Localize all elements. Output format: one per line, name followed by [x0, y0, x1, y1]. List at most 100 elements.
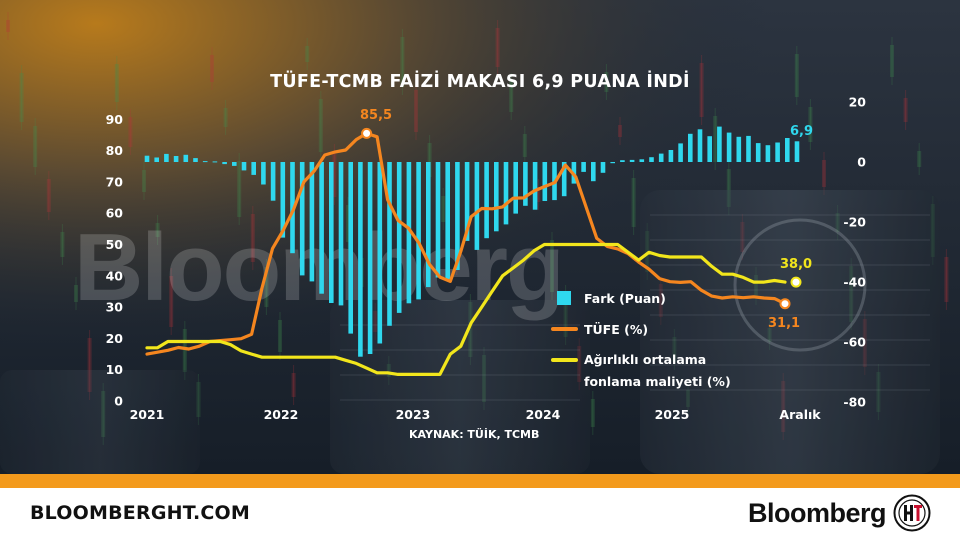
funding-last-marker: [790, 276, 802, 288]
spread-bar: [251, 162, 256, 175]
spread-bar: [212, 161, 218, 163]
spread-bar: [629, 159, 635, 162]
bg-candle: [87, 338, 92, 392]
spread-bar: [290, 162, 295, 254]
spread-bar: [455, 162, 460, 270]
left-tick-label: 20: [106, 331, 124, 346]
x-tick-label: 2022: [264, 407, 299, 422]
spread-bar: [697, 129, 703, 162]
legend-swatch-spread: [557, 291, 571, 305]
bg-candle: [917, 151, 922, 167]
bg-candle: [19, 73, 24, 122]
spread-bar: [532, 162, 538, 210]
spread-bar: [794, 141, 800, 162]
right-tick-label: 0: [857, 155, 866, 170]
chart: 90 80 70 60 50 40 30 20 10 0 20 0 -20 -40 -60 -80 2021…: [106, 95, 867, 423]
spread-bar: [358, 162, 363, 357]
legend-label-funding-2: fonlama maliyeti (%): [584, 374, 731, 389]
spread-bar: [222, 162, 227, 165]
bg-candle: [142, 170, 146, 192]
bg-candle: [441, 196, 446, 222]
spread-bar: [620, 160, 625, 162]
bg-candle: [318, 99, 323, 152]
bg-candle: [46, 179, 51, 212]
footer: BLOOMBERGHT.COM Bloomberg: [0, 488, 960, 540]
spread-bar: [707, 136, 712, 162]
bg-candle: [60, 232, 65, 257]
spread-bar: [319, 162, 324, 294]
spread-bar: [649, 157, 654, 162]
brand-name: Bloomberg: [748, 498, 887, 528]
site-url[interactable]: BLOOMBERGHT.COM: [30, 502, 251, 524]
spread-bar: [406, 162, 412, 304]
background-coins: [0, 190, 940, 474]
bg-candle: [726, 169, 731, 207]
spread-bar: [202, 161, 208, 163]
spread-bar: [426, 162, 431, 288]
spread-bar: [668, 150, 674, 162]
funding-cost-line: [145, 242, 787, 376]
cpi-last-marker: [779, 298, 791, 310]
source-note: KAYNAK: TÜİK, TCMB: [409, 428, 540, 441]
left-tick-label: 70: [106, 174, 124, 189]
bg-candle: [794, 54, 799, 97]
spread-bar: [484, 162, 489, 239]
left-tick-label: 50: [106, 237, 124, 252]
spread-bar: [746, 135, 751, 162]
left-tick-label: 10: [106, 362, 124, 377]
right-tick-label: -40: [843, 275, 866, 290]
spread-bar: [658, 153, 664, 162]
spread-bar: [396, 162, 402, 313]
footer-accent-bar: [0, 474, 960, 488]
bg-candle: [604, 72, 609, 92]
bg-candle: [210, 55, 214, 82]
bg-candle: [237, 161, 242, 217]
spread-bar: [435, 162, 441, 278]
spread-bar: [348, 162, 353, 334]
spread-bar: [591, 162, 596, 182]
bg-candle: [808, 107, 813, 142]
bg-candle: [400, 37, 405, 87]
spread-bar: [600, 162, 606, 173]
bg-candle: [699, 63, 704, 117]
spread-bar: [494, 162, 499, 232]
legend: Fark (Puan) TÜFE (%) Ağırlıklı ortalama …: [551, 291, 731, 389]
spread-bar: [561, 162, 567, 197]
bg-candle: [223, 108, 228, 127]
spread-bar: [717, 126, 722, 162]
spread-bar: [503, 162, 509, 225]
x-tick-label: 2021: [130, 407, 165, 422]
right-tick-label: -80: [843, 395, 866, 410]
spread-bar: [367, 162, 373, 354]
legend-label-funding-1: Ağırlıklı ortalama: [584, 352, 706, 367]
spread-bar: [232, 162, 237, 166]
bg-candle: [264, 267, 269, 307]
spread-bars: [144, 126, 800, 357]
spread-bar: [241, 162, 247, 171]
spread-bar: [329, 162, 334, 303]
bg-candle: [536, 187, 541, 202]
left-tick-label: 30: [106, 300, 124, 315]
spread-bar: [726, 132, 732, 162]
bg-candle: [250, 214, 255, 262]
left-tick-label: 90: [106, 112, 124, 127]
bg-candle: [590, 399, 595, 427]
bg-candle: [890, 45, 894, 77]
cpi-peak-marker: [361, 127, 373, 139]
spread-bar: [678, 143, 683, 162]
left-tick-label: 80: [106, 143, 124, 158]
bg-candle: [128, 117, 133, 147]
left-tick-label: 0: [114, 394, 123, 409]
bg-candle: [278, 320, 282, 352]
bg-candle: [291, 373, 296, 397]
bg-candle: [822, 160, 826, 187]
spread-bar: [183, 154, 189, 162]
bg-candle: [618, 125, 622, 137]
bg-candle: [427, 143, 432, 177]
bg-candle: [305, 46, 310, 62]
spread-bar: [785, 138, 790, 162]
left-tick-label: 40: [106, 268, 124, 283]
spread-bar: [144, 155, 150, 162]
spread-bar: [775, 142, 780, 162]
spread-bar: [261, 162, 266, 185]
